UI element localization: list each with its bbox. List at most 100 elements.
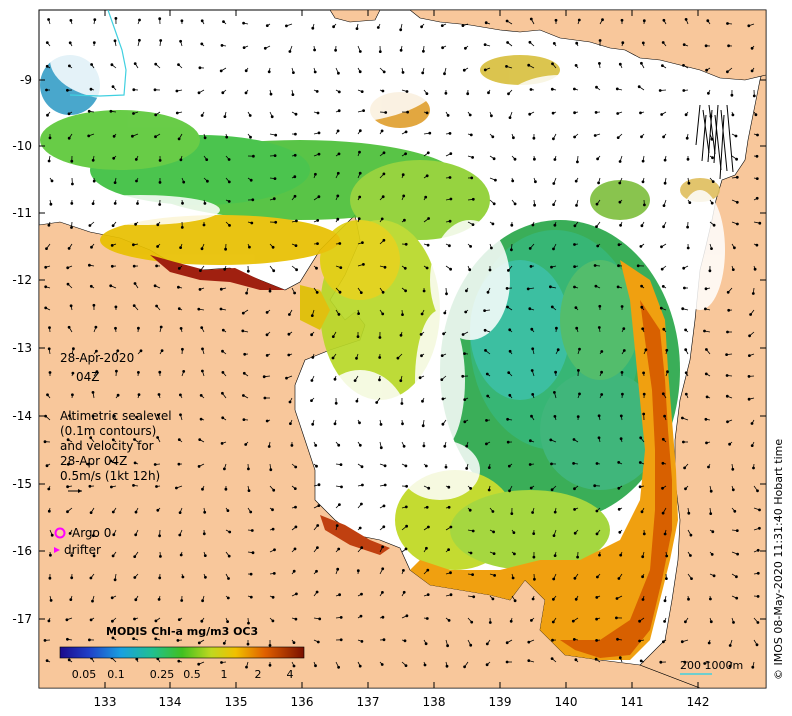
velocity-arrow-head [244, 91, 248, 95]
velocity-arrow-head [310, 399, 313, 403]
velocity-arrow-head [179, 553, 183, 557]
velocity-arrow-head [47, 18, 50, 21]
velocity-arrow-head [221, 416, 225, 420]
velocity-arrow-head [726, 330, 729, 334]
velocity-arrow-head [337, 547, 341, 551]
velocity-arrow-head [443, 444, 447, 448]
velocity-arrow-head [617, 264, 620, 268]
velocity-arrow-head [663, 414, 666, 418]
velocity-arrow-head [153, 284, 157, 288]
velocity-arrow-head [334, 48, 338, 52]
velocity-arrow-head [404, 289, 408, 293]
velocity-arrow-head [44, 306, 48, 310]
velocity-arrow-head [199, 393, 203, 397]
velocity-arrow-head [488, 268, 492, 272]
velocity-arrow-head [337, 443, 341, 447]
velocity-arrow-head [682, 266, 686, 270]
velocity-arrow-head [703, 662, 707, 665]
velocity-arrow-head [703, 329, 706, 333]
velocity-arrow-head [336, 129, 340, 133]
velocity-arrow-head [205, 179, 209, 183]
velocity-arrow-head [293, 291, 297, 295]
velocity-arrow-head [506, 41, 510, 44]
velocity-arrow-head [358, 195, 362, 199]
velocity-arrow-head [758, 221, 762, 225]
x-tick-label: 142 [687, 695, 710, 709]
velocity-arrow-head [600, 350, 604, 353]
velocity-arrow-head [45, 659, 49, 662]
velocity-arrow-head [176, 285, 180, 289]
y-tick-label: -16 [12, 544, 32, 558]
velocity-arrow-head [113, 578, 117, 582]
velocity-arrow-head [446, 644, 450, 648]
velocity-arrow-head [420, 354, 423, 358]
velocity-arrow-head [447, 485, 451, 489]
velocity-arrow-head [513, 202, 517, 206]
velocity-arrow-head [734, 134, 738, 138]
velocity-arrow-head [313, 70, 317, 74]
velocity-arrow-head [405, 90, 409, 93]
velocity-arrow-head [659, 660, 663, 664]
velocity-arrow-head [426, 525, 430, 529]
velocity-arrow-head [360, 465, 364, 469]
velocity-arrow-head [338, 242, 342, 245]
velocity-arrow-head [263, 46, 267, 50]
velocity-arrow-head [88, 484, 92, 488]
velocity-arrow-head [705, 441, 708, 445]
velocity-arrow-head [684, 487, 687, 491]
velocity-arrow-head [758, 526, 761, 530]
velocity-arrow-head [573, 265, 576, 269]
velocity-arrow-head [111, 438, 115, 442]
velocity-arrow-head [155, 264, 159, 268]
velocity-arrow-head [555, 326, 558, 330]
velocity-arrow-head [509, 248, 513, 252]
velocity-arrow-head [505, 65, 508, 68]
velocity-arrow-head [424, 642, 428, 646]
velocity-arrow-head [471, 573, 475, 576]
velocity-arrow-head [153, 463, 157, 466]
y-tick-label: -15 [12, 477, 32, 491]
velocity-arrow-head [706, 19, 710, 23]
velocity-arrow-head [179, 413, 182, 417]
velocity-arrow-head [380, 663, 384, 666]
velocity-arrow-head [620, 305, 624, 308]
velocity-arrow-head [154, 113, 158, 117]
velocity-arrow-head [573, 224, 577, 228]
velocity-arrow-head [485, 418, 488, 422]
velocity-arrow-head [750, 422, 754, 425]
velocity-arrow-head [533, 203, 536, 207]
velocity-arrow-head [506, 268, 510, 272]
x-tick-label: 135 [225, 695, 248, 709]
velocity-arrow-head [379, 422, 383, 426]
velocity-arrow-head [90, 245, 93, 249]
velocity-arrow-head [67, 325, 71, 329]
velocity-arrow-head [315, 464, 318, 468]
velocity-arrow-head [111, 554, 115, 558]
velocity-arrow-head [468, 268, 472, 272]
velocity-arrow-head [228, 530, 232, 534]
velocity-arrow-head [469, 486, 473, 490]
velocity-arrow-head [707, 465, 710, 469]
velocity-arrow-head [379, 446, 383, 450]
velocity-arrow-head [271, 527, 275, 531]
velocity-arrow-head [573, 135, 576, 139]
velocity-arrow-head [355, 399, 359, 403]
velocity-arrow-head [293, 153, 297, 157]
velocity-arrow-head [199, 417, 203, 421]
velocity-arrow-head [245, 665, 248, 669]
velocity-arrow-head [662, 640, 665, 644]
velocity-arrow-head [530, 369, 534, 372]
velocity-arrow-head [511, 576, 515, 580]
velocity-arrow-head [382, 638, 386, 642]
velocity-arrow-head [66, 438, 70, 442]
velocity-arrow-head [572, 638, 576, 641]
velocity-arrow-head [754, 113, 758, 117]
velocity-arrow-head [114, 16, 118, 20]
velocity-arrow-head [662, 18, 666, 22]
velocity-arrow-head [311, 422, 315, 426]
velocity-arrow-head [573, 531, 577, 535]
velocity-arrow-head [425, 92, 429, 95]
velocity-arrow-head [510, 512, 514, 515]
velocity-arrow-head [550, 462, 553, 466]
drifter-track [720, 109, 728, 172]
